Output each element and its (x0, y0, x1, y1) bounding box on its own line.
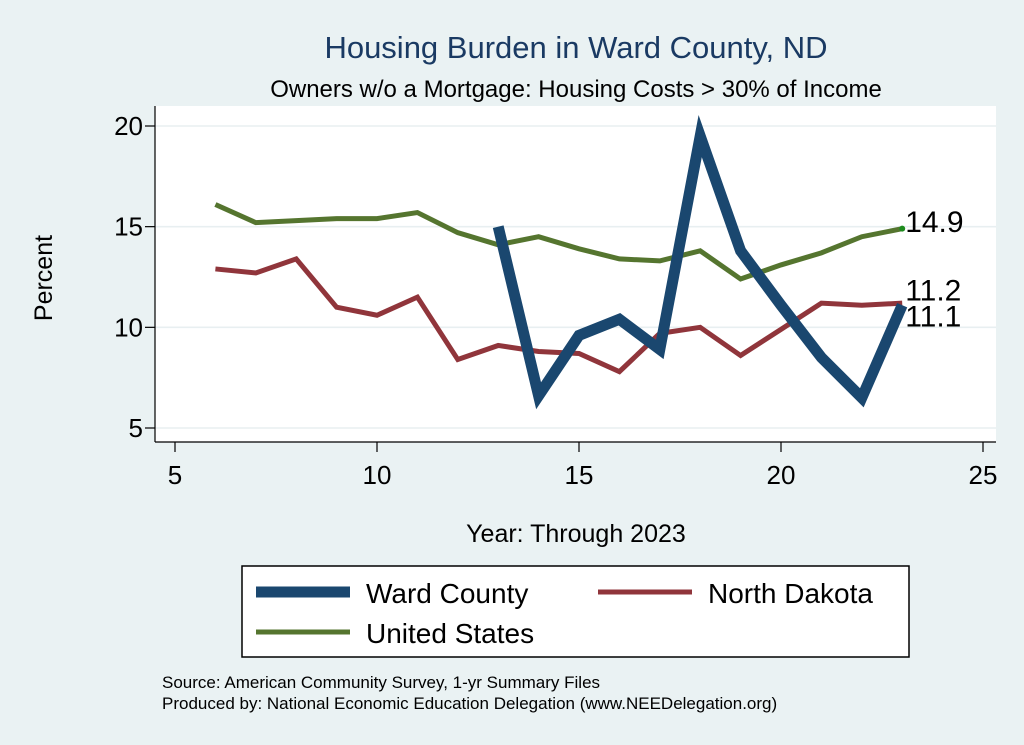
x-tick-label-25: 25 (969, 460, 998, 490)
legend-label-ward-county: Ward County (366, 578, 528, 609)
y-tick-label-20: 20 (114, 111, 143, 141)
legend-box (241, 565, 910, 658)
x-tick-label-10: 10 (363, 460, 392, 490)
y-tick-label-5: 5 (129, 413, 143, 443)
end-label-united-states: 14.9 (905, 206, 963, 239)
axes: 5 10 15 20 5 10 15 20 25 (114, 106, 997, 490)
end-marker-united-states (899, 225, 906, 232)
x-axis-label: Year: Through 2023 (466, 520, 686, 548)
chart-title: Housing Burden in Ward County, ND (324, 30, 827, 65)
series-line-ward-county (492, 114, 908, 410)
series-line-united-states (214, 202, 903, 282)
series-line-north-dakota (215, 255, 903, 375)
source-note: Source: American Community Survey, 1-yr … (162, 673, 600, 692)
x-tick-label-20: 20 (767, 460, 796, 490)
x-tick-label-15: 15 (565, 460, 594, 490)
legend-label-united-states: United States (366, 618, 534, 649)
end-labels: 14.9 11.211.1 (905, 206, 963, 334)
chart-subtitle: Owners w/o a Mortgage: Housing Costs > 3… (270, 76, 882, 103)
end-label-ward-county: 11.1 (905, 301, 961, 334)
y-axis-label: Percent (30, 235, 58, 321)
y-tick-label-15: 15 (114, 212, 143, 242)
legend-label-north-dakota: North Dakota (708, 578, 873, 609)
end-label-north-dakota: 11.2 (905, 275, 961, 308)
x-tick-label-5: 5 (168, 460, 182, 490)
series-lines (214, 114, 908, 410)
producer-note: Produced by: National Economic Education… (162, 694, 777, 713)
y-tick-label-10: 10 (114, 312, 143, 342)
grid (155, 125, 996, 429)
legend: Ward County North Dakota United States (241, 565, 910, 658)
